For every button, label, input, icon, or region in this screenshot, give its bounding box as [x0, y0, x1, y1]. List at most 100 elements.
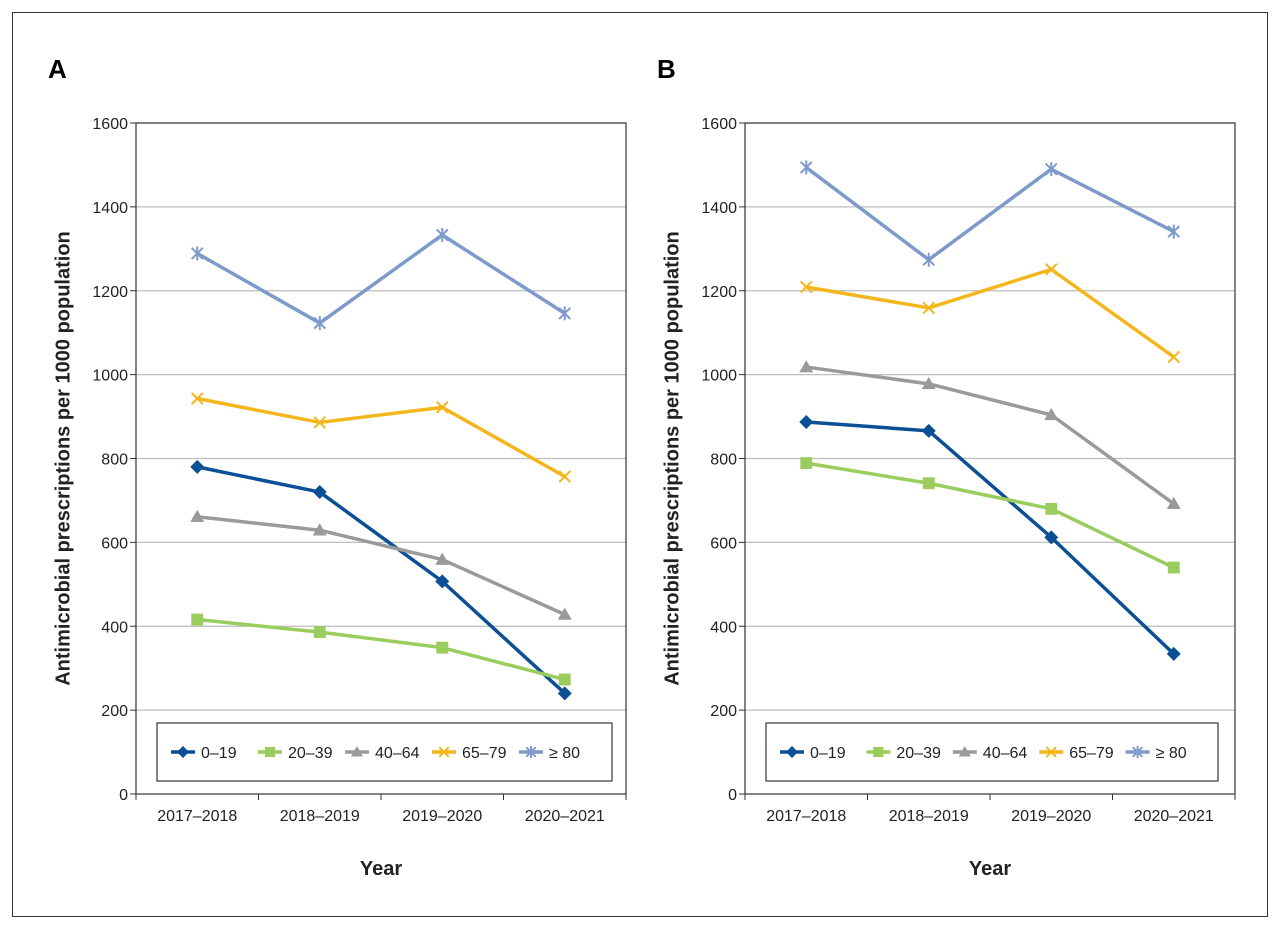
legend-item: 65–79 [1039, 745, 1114, 762]
data-point [558, 673, 571, 686]
x-tick-label: 2018–2019 [280, 808, 360, 825]
legend-marker [351, 746, 363, 757]
data-point [1166, 496, 1181, 510]
data-point [799, 360, 814, 373]
data-point [435, 227, 449, 242]
y-tick-label: 600 [710, 535, 737, 552]
panel-A: A 0 200 400 600 800 1000 1200 1400 1600 2017–2018 2… [48, 54, 627, 880]
data-point [1044, 162, 1058, 177]
figure-frame [12, 12, 1268, 917]
series-line [805, 267, 1175, 359]
y-tick-label: 0 [119, 787, 128, 804]
x-tick-label: 2018–2019 [889, 808, 969, 825]
y-tick-label: 800 [710, 452, 737, 469]
legend-label: 40–64 [983, 745, 1028, 762]
legend: 0–19 20–39 40–64 65–79 ≥ 80 [156, 722, 613, 782]
y-axis-title: Antimicrobial prescriptions per 1000 pop… [52, 231, 74, 686]
series-40-64 [190, 509, 572, 620]
data-point [799, 280, 813, 294]
series-line [805, 461, 1175, 570]
legend-marker [786, 746, 798, 758]
data-point [799, 415, 814, 430]
x-tick-label: 2020–2021 [1134, 808, 1214, 825]
series-line [196, 396, 566, 479]
series-line [196, 465, 566, 695]
legend-label: 65–79 [1069, 745, 1114, 762]
y-tick-label: 1600 [92, 116, 128, 133]
series--80 [799, 160, 1181, 267]
data-point [800, 457, 813, 470]
series--80 [190, 227, 572, 331]
legend-label: 40–64 [375, 745, 420, 762]
panel-letter: B [657, 54, 676, 84]
data-point [313, 316, 327, 331]
data-point [557, 607, 572, 620]
series-line [806, 420, 1175, 656]
y-axis-title: Antimicrobial prescriptions per 1000 pop… [661, 231, 683, 686]
series-40-64 [799, 360, 1181, 510]
legend-item: ≥ 80 [1125, 745, 1187, 762]
data-point [1167, 350, 1181, 364]
series-20-39 [800, 457, 1180, 574]
y-tick-label: 1400 [701, 200, 737, 217]
x-tick-label: 2019–2020 [402, 808, 482, 825]
series-line [197, 515, 566, 617]
data-point [190, 392, 204, 405]
y-tick-label: 0 [728, 787, 737, 804]
y-tick-label: 400 [710, 619, 737, 636]
data-point [1167, 224, 1181, 239]
x-tick-label: 2020–2021 [525, 808, 605, 825]
data-point [558, 306, 572, 321]
y-tick-label: 800 [101, 452, 128, 469]
data-point [435, 552, 450, 565]
x-tick-label: 2019–2020 [1011, 808, 1091, 825]
data-point [799, 160, 813, 175]
legend-label: 20–39 [288, 745, 333, 762]
data-point [1166, 646, 1181, 661]
data-point [1045, 502, 1058, 515]
series-0-19 [799, 415, 1181, 661]
data-point [190, 459, 205, 474]
legend-marker [264, 746, 276, 758]
y-tick-label: 1200 [701, 284, 737, 301]
y-tick-label: 1400 [92, 200, 128, 217]
data-point [191, 613, 204, 626]
legend-item: 40–64 [345, 745, 420, 762]
y-tick-label: 1200 [92, 284, 128, 301]
legend-item: 20–39 [258, 745, 333, 762]
data-point [1044, 263, 1058, 276]
legend-label: 65–79 [462, 745, 507, 762]
data-point [313, 626, 326, 639]
x-axis-title: Year [969, 858, 1011, 880]
data-point [1044, 407, 1059, 421]
legend-item: 65–79 [432, 745, 507, 762]
data-point [921, 376, 936, 390]
legend-item: ≥ 80 [519, 745, 580, 762]
x-axis-title: Year [360, 858, 402, 880]
series-line [805, 166, 1175, 262]
legend-item: 0–19 [780, 745, 846, 762]
y-tick-label: 600 [101, 535, 128, 552]
series-line [196, 233, 566, 325]
legend-marker [525, 746, 537, 758]
data-point [922, 301, 936, 315]
legend-label: 0–19 [201, 745, 237, 762]
series-line [197, 617, 566, 682]
legend-marker [1045, 746, 1057, 758]
legend-label: ≥ 80 [1156, 745, 1187, 762]
data-point [435, 401, 449, 414]
y-tick-label: 1000 [701, 368, 737, 385]
legend-marker [958, 746, 971, 757]
data-point [1167, 561, 1180, 574]
y-tick-label: 1600 [701, 116, 737, 133]
y-tick-label: 200 [101, 703, 128, 720]
legend-label: 20–39 [896, 745, 941, 762]
y-tick-label: 1000 [92, 368, 128, 385]
legend-marker [438, 746, 450, 758]
data-point [435, 574, 450, 589]
data-point [312, 485, 327, 500]
data-point [436, 641, 449, 654]
x-tick-label: 2017–2018 [157, 808, 237, 825]
y-tick-label: 200 [710, 703, 737, 720]
